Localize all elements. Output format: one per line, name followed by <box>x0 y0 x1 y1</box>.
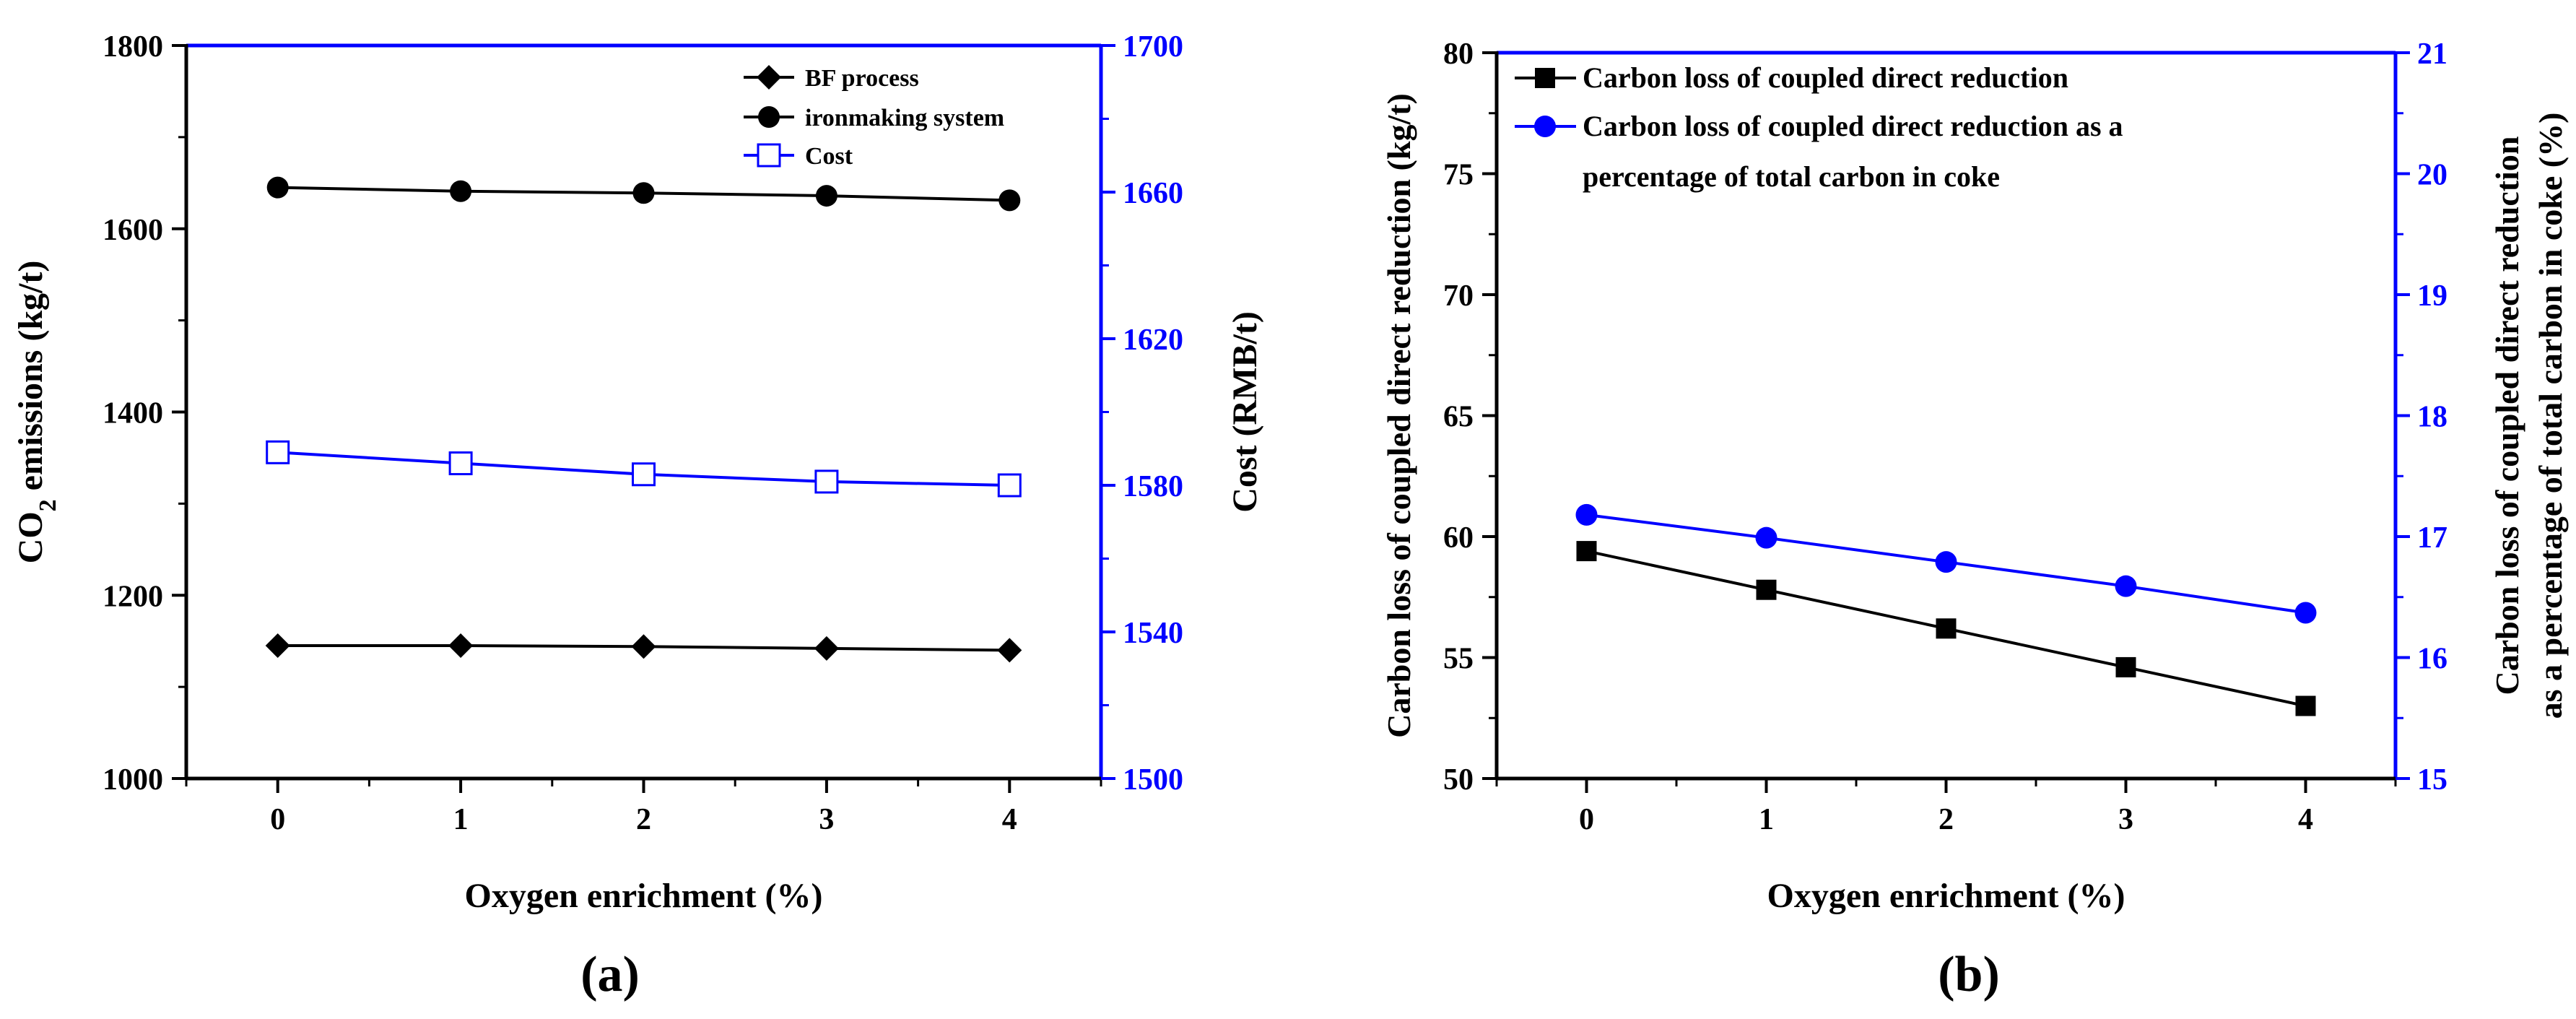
data-point-cost <box>448 451 473 476</box>
x-tick-label: 0 <box>1579 803 1594 836</box>
panel-label: (b) <box>1938 947 2000 1002</box>
data-point-cost <box>997 473 1022 498</box>
x-tick-label: 3 <box>2118 803 2133 836</box>
data-point-ironmaking-system <box>450 180 472 202</box>
legend-marker <box>758 106 780 128</box>
data-point-cost <box>632 462 656 487</box>
x-axis-title: Oxygen enrichment (%) <box>1767 877 2125 915</box>
data-point-bf-process <box>997 638 1022 663</box>
legend-label: BF process <box>805 65 919 92</box>
y-left-tick-label: 1400 <box>103 397 163 430</box>
data-point-ironmaking-system <box>266 176 289 199</box>
y-right-tick-label: 15 <box>2417 763 2447 797</box>
y-left-tick-label: 1200 <box>103 580 163 613</box>
data-point-cost <box>814 469 839 494</box>
panel-label: (a) <box>580 947 640 1002</box>
legend-marker <box>757 143 781 168</box>
y-left-tick-label: 70 <box>1443 279 1474 313</box>
data-point-carbon-loss <box>2115 656 2136 677</box>
y-left-tick-label: 1600 <box>103 214 163 247</box>
y-right-axis-title: Carbon loss of coupled direct reduction <box>2489 136 2525 695</box>
legend-marker <box>1535 68 1555 88</box>
data-point-carbon-loss <box>1576 541 1597 562</box>
legend: BF process ironmaking system Cost <box>744 65 1004 170</box>
legend-label: percentage of total carbon in coke <box>1583 160 2000 193</box>
data-point-carbon-loss <box>1936 618 1957 639</box>
legend-marker <box>1534 116 1556 137</box>
y-right-axis-title: Cost (RMB/t) <box>1226 311 1264 513</box>
y-right-tick-label: 1500 <box>1123 763 1183 797</box>
data-point-bf-process <box>631 634 656 659</box>
y-left-tick-label: 60 <box>1443 521 1474 555</box>
y-left-tick-label: 1000 <box>103 763 163 797</box>
y-right-tick-label: 19 <box>2417 279 2447 313</box>
data-point-bf-process <box>814 636 839 661</box>
y-right-axis-title: as a percentage of total carbon in coke … <box>2532 113 2569 719</box>
panel-b-chart: 0 1 2 3 4 50 55 60 65 70 75 80 15 16 17 18 19 20 21 Carbon … <box>1380 38 2569 1002</box>
y-right-tick-label: 18 <box>2417 401 2447 434</box>
legend-label: Carbon loss of coupled direct reduction … <box>1583 110 2123 142</box>
x-tick-label: 1 <box>453 803 469 836</box>
data-point-carbon-loss-percentage <box>1935 551 1957 573</box>
y-left-axis-title: CO2 emissions (kg/t) <box>12 261 61 564</box>
y-left-axis-title: Carbon loss of coupled direct reduction … <box>1380 93 1417 738</box>
y-left-tick-label: 75 <box>1443 159 1474 192</box>
data-point-carbon-loss <box>2295 695 2316 716</box>
x-tick-label: 2 <box>636 803 651 836</box>
data-point-carbon-loss-percentage <box>2115 575 2137 597</box>
y-left-tick-label: 80 <box>1443 38 1474 71</box>
x-tick-label: 3 <box>819 803 834 836</box>
y-right-tick-label: 1540 <box>1123 617 1183 650</box>
x-tick-label: 4 <box>1002 803 1017 836</box>
y-left-tick-label: 1800 <box>103 30 163 64</box>
data-point-ironmaking-system <box>632 182 655 204</box>
legend-label: Cost <box>805 143 853 170</box>
x-tick-label: 1 <box>1759 803 1774 836</box>
y-right-tick-label: 1700 <box>1123 30 1183 64</box>
y-right-tick-label: 20 <box>2417 159 2447 192</box>
data-point-carbon-loss-percentage <box>1755 526 1777 549</box>
data-point-ironmaking-system <box>815 185 837 207</box>
data-point-bf-process <box>448 633 474 659</box>
legend-label: Carbon loss of coupled direct reduction <box>1583 61 2068 94</box>
x-tick-label: 0 <box>270 803 285 836</box>
data-point-carbon-loss <box>1756 579 1777 600</box>
data-point-carbon-loss-percentage <box>2294 602 2317 624</box>
y-left-tick-label: 50 <box>1443 763 1474 797</box>
x-tick-label: 4 <box>2298 803 2313 836</box>
y-right-tick-label: 1660 <box>1123 177 1183 210</box>
data-point-carbon-loss-percentage <box>1575 503 1598 526</box>
y-right-tick-label: 21 <box>2417 38 2447 71</box>
legend: Carbon loss of coupled direct reduction C… <box>1515 61 2123 193</box>
y-right-tick-label: 16 <box>2417 643 2447 676</box>
y-right-tick-label: 1580 <box>1123 470 1183 503</box>
y-right-tick-label: 17 <box>2417 521 2447 555</box>
x-axis-title: Oxygen enrichment (%) <box>465 877 823 915</box>
y-left-tick-label: 55 <box>1443 643 1474 676</box>
legend-label: ironmaking system <box>805 105 1004 131</box>
legend-marker <box>757 65 781 90</box>
data-point-cost <box>266 440 290 464</box>
x-tick-label: 2 <box>1938 803 1954 836</box>
panel-a-chart: 0 1 2 3 4 1000 1200 1400 1600 1800 1500 1540 1580 162… <box>12 30 1264 1002</box>
y-left-tick-label: 65 <box>1443 401 1474 434</box>
data-point-ironmaking-system <box>998 189 1021 212</box>
y-right-tick-label: 1620 <box>1123 324 1183 357</box>
data-point-bf-process <box>265 633 290 659</box>
